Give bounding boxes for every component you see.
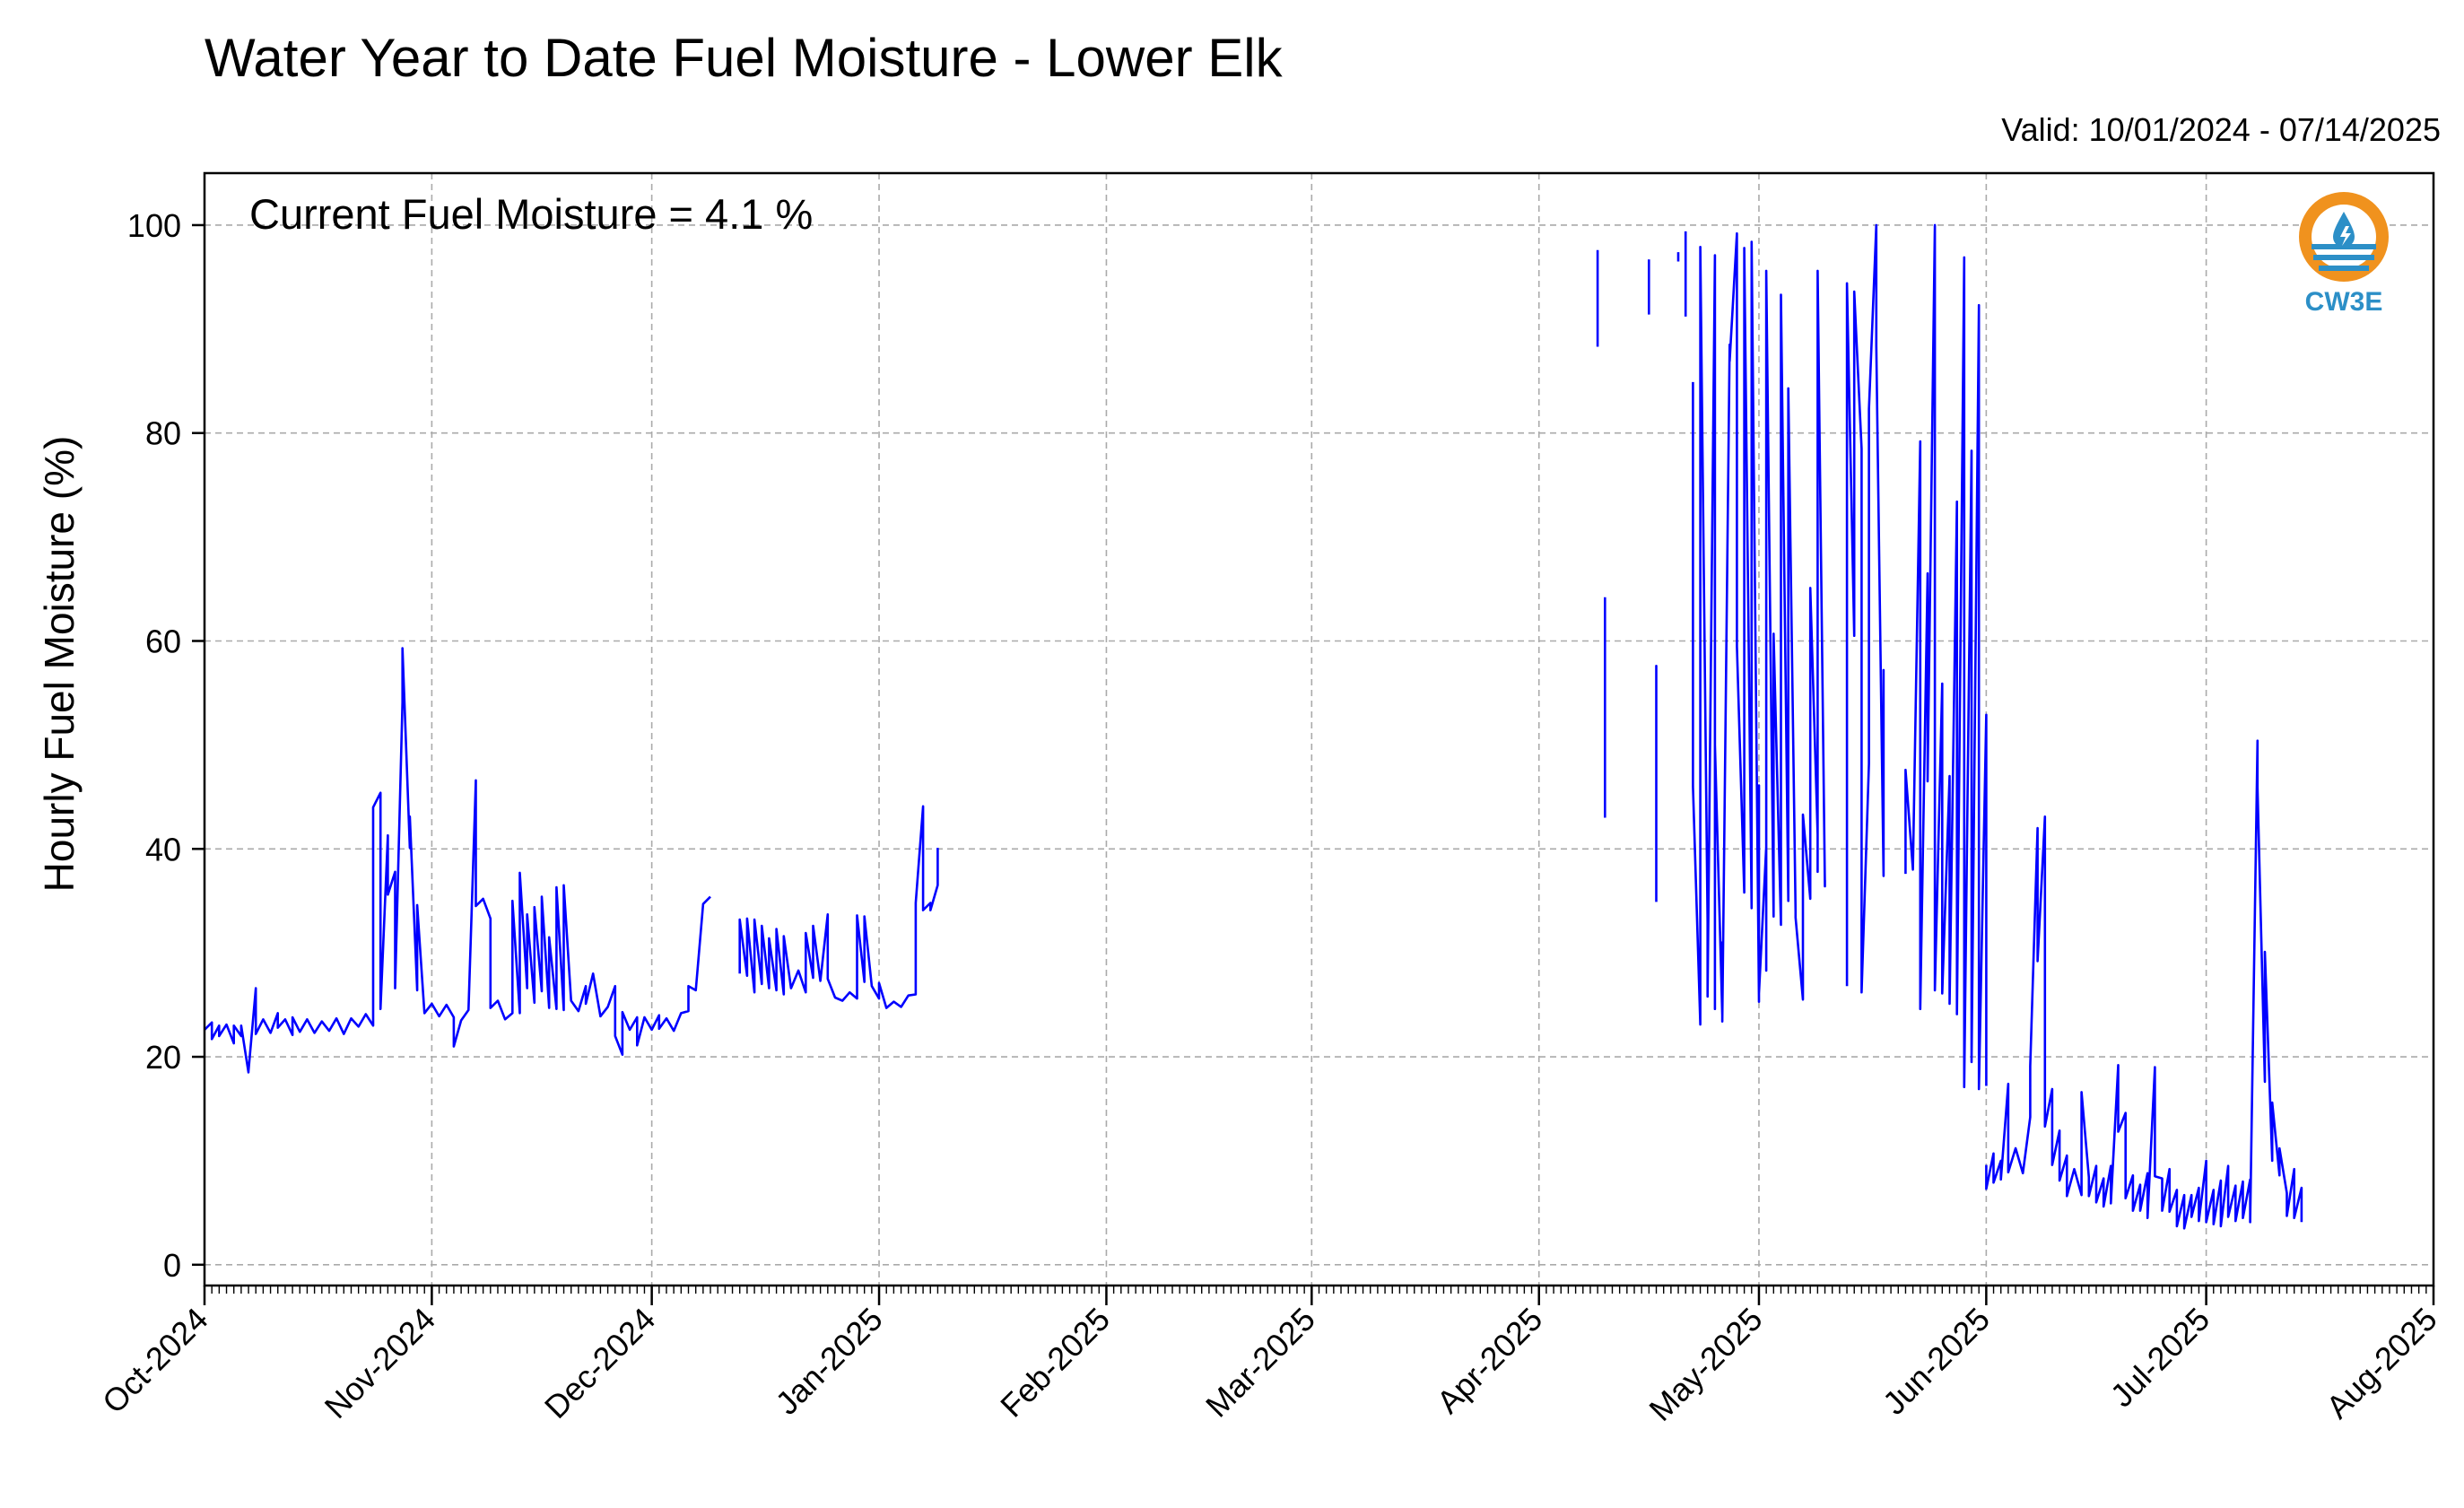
data-series bbox=[204, 223, 2303, 1230]
fuel-moisture-series-segment bbox=[1985, 739, 2303, 1230]
x-tick-label: Jan-2025 bbox=[769, 1301, 890, 1422]
x-tick-label: Apr-2025 bbox=[1430, 1301, 1550, 1421]
fuel-moisture-series-segment bbox=[1692, 231, 1826, 1026]
y-tick-label: 60 bbox=[145, 623, 181, 659]
fuel-moisture-series-segment bbox=[204, 647, 711, 1074]
axes: 0 20 40 60 80 100 Oct-2024 Nov-2024 Dec-2024 Jan-… bbox=[95, 207, 2444, 1428]
cw3e-logo: CW3E bbox=[2290, 187, 2398, 326]
y-tick-label: 0 bbox=[163, 1247, 181, 1284]
grid-lines bbox=[204, 173, 2434, 1286]
x-tick-label: Jul-2025 bbox=[2103, 1301, 2217, 1415]
fuel-moisture-series-segment bbox=[738, 805, 939, 1009]
x-tick-label: May-2025 bbox=[1641, 1301, 1769, 1428]
x-tick-label: Mar-2025 bbox=[1198, 1301, 1322, 1425]
y-tick-label: 100 bbox=[127, 207, 181, 244]
y-tick-label: 80 bbox=[145, 415, 181, 452]
y-tick-label: 40 bbox=[145, 831, 181, 867]
cw3e-logo-icon bbox=[2299, 192, 2389, 282]
x-tick-label: Feb-2025 bbox=[993, 1301, 1117, 1425]
chart-title: Water Year to Date Fuel Moisture - Lower… bbox=[205, 28, 1283, 88]
plot-frame bbox=[203, 171, 2435, 1287]
x-tick-label: Jun-2025 bbox=[1876, 1301, 1997, 1422]
x-tick-label: Oct-2024 bbox=[95, 1301, 215, 1421]
fuel-moisture-series-segment bbox=[1904, 223, 1988, 1091]
valid-date-range: Valid: 10/01/2024 - 07/14/2025 bbox=[2001, 111, 2441, 148]
y-tick-label: 20 bbox=[145, 1039, 181, 1076]
x-tick-label: Dec-2024 bbox=[537, 1301, 662, 1425]
fuel-moisture-series-segment bbox=[1845, 223, 1885, 994]
x-tick-label: Nov-2024 bbox=[318, 1301, 442, 1425]
x-tick-label: Aug-2025 bbox=[2319, 1301, 2443, 1425]
cw3e-logo-text: CW3E bbox=[2304, 287, 2383, 317]
current-fuel-moisture-annotation: Current Fuel Moisture = 4.1 % bbox=[249, 190, 813, 238]
